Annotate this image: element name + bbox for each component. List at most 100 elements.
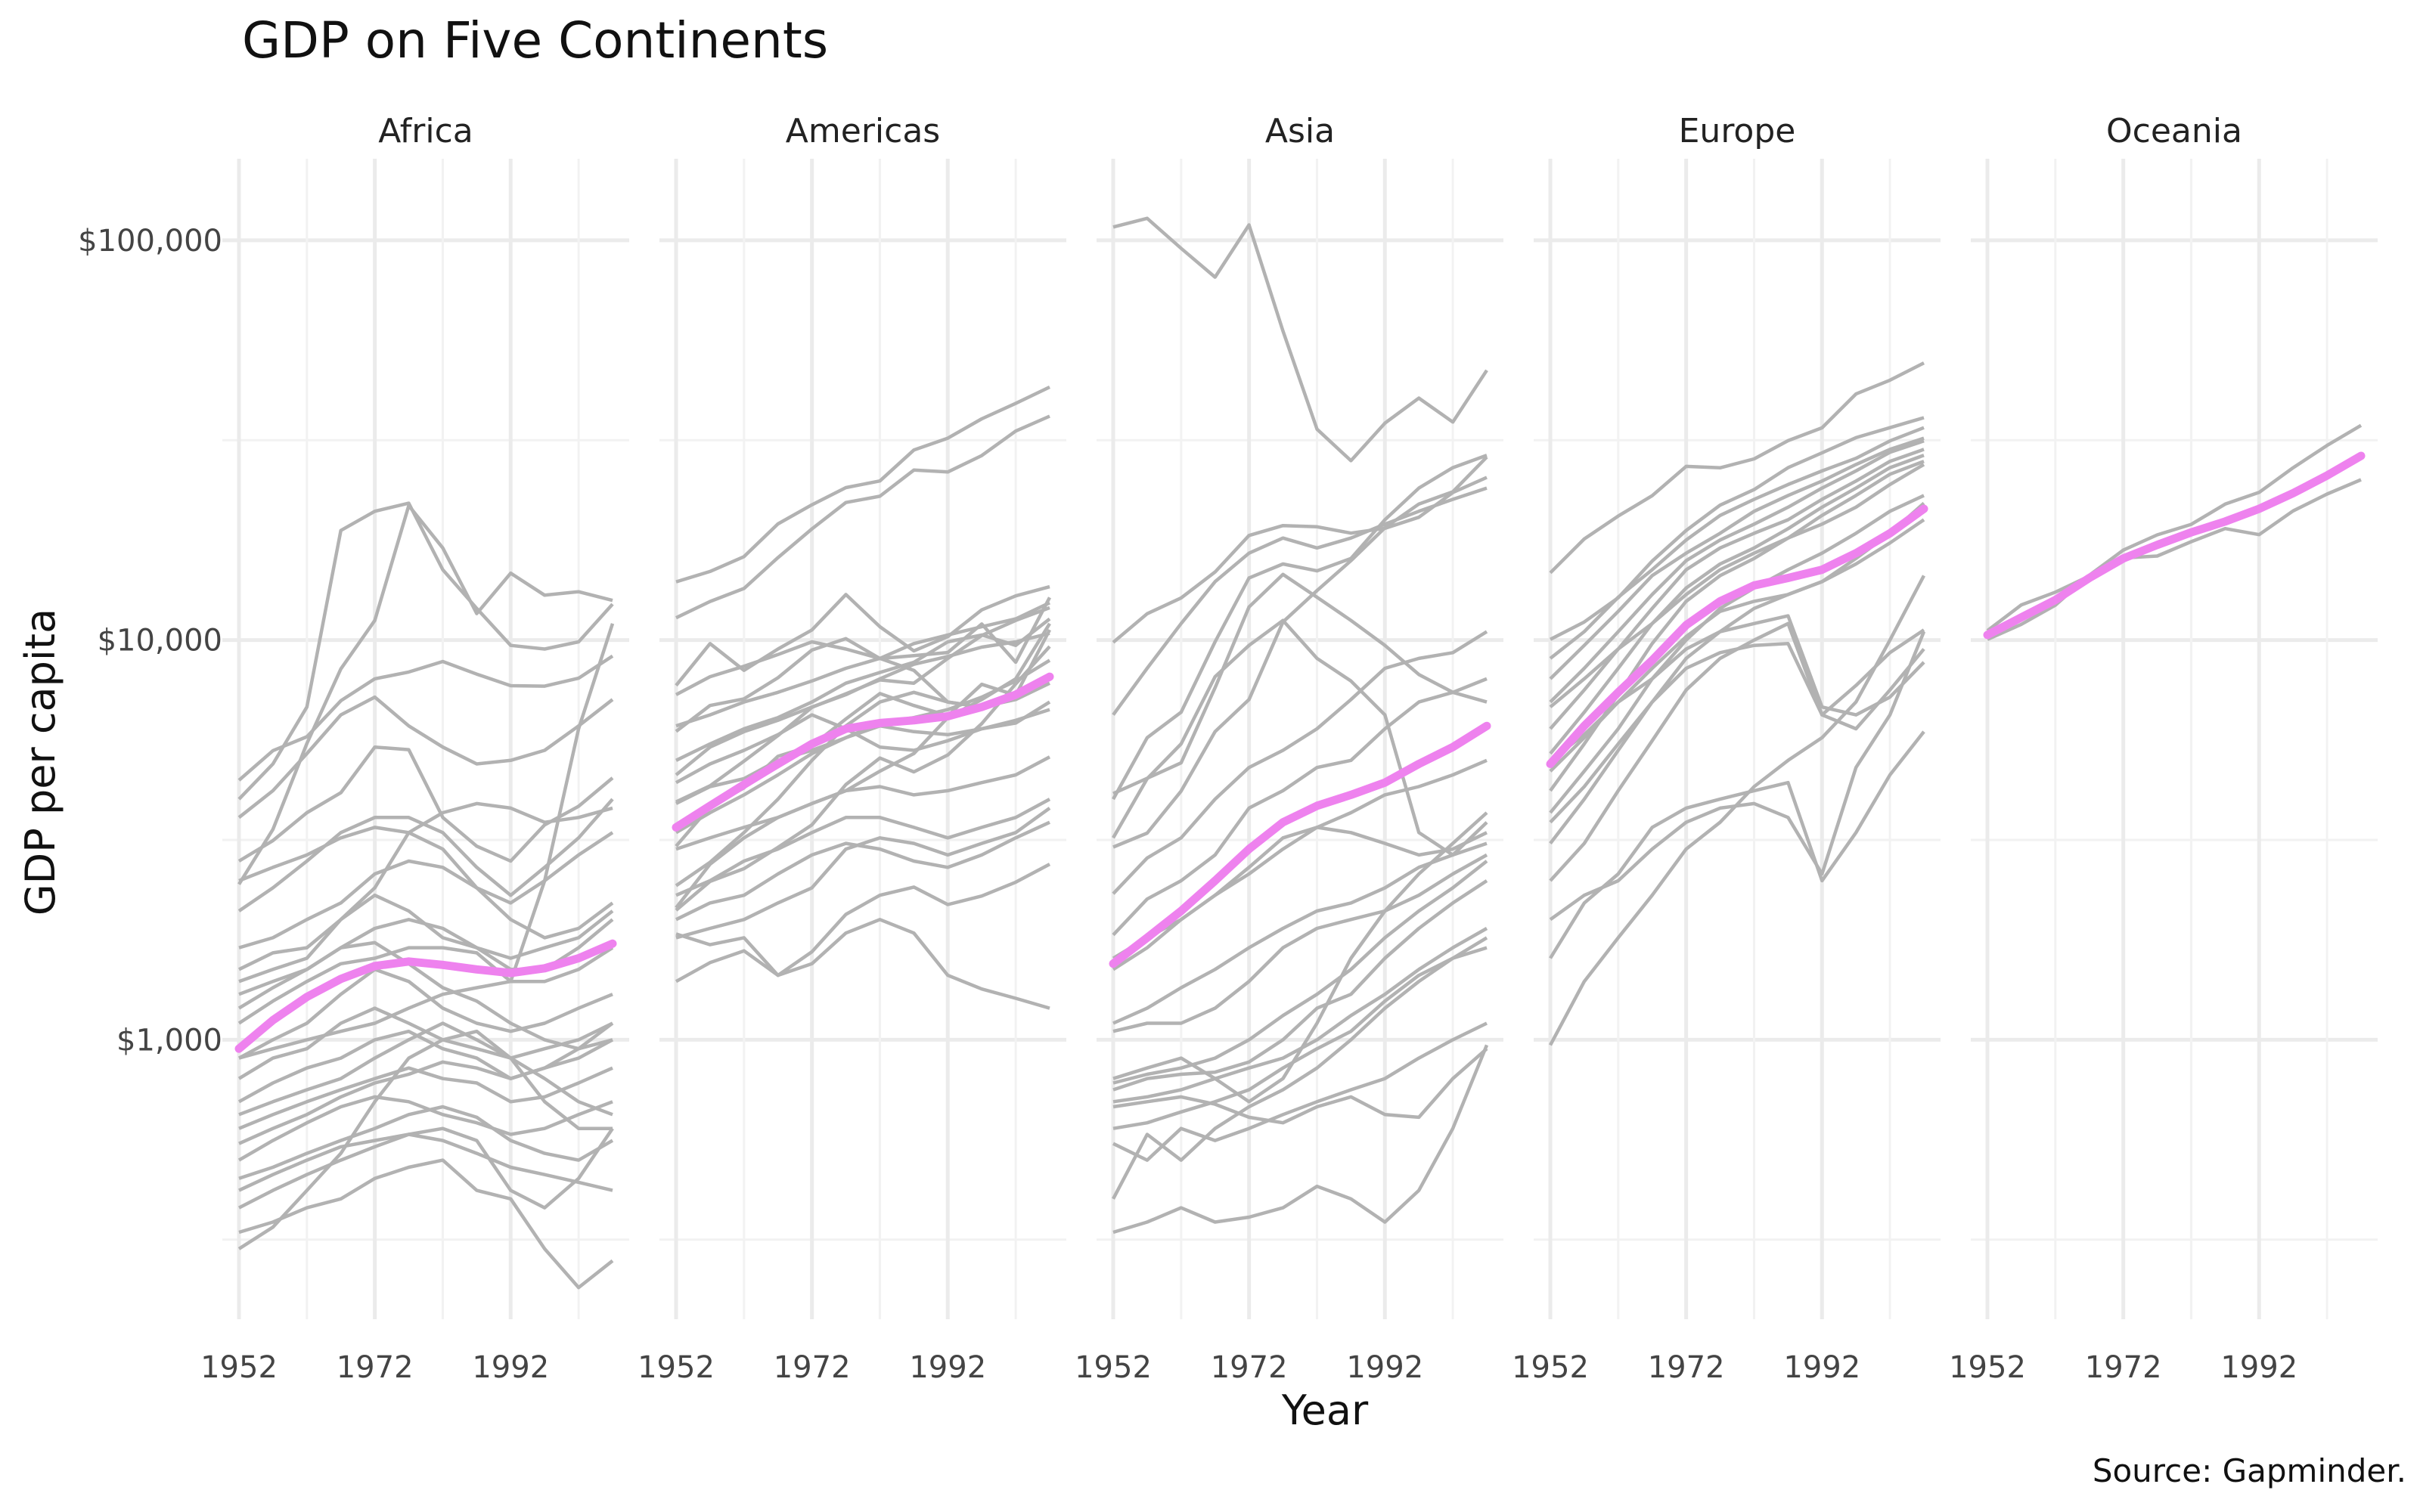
country-line [1112, 879, 1488, 1092]
x-tick-label: 1952 [1512, 1350, 1589, 1385]
country-line [1112, 1021, 1488, 1162]
country-line [237, 1095, 613, 1162]
country-line [238, 893, 614, 971]
chart-caption: Source: Gapminder. [2093, 1452, 2406, 1489]
country-line [1112, 853, 1488, 1033]
trend-line [1109, 721, 1491, 968]
country-line [1112, 826, 1488, 960]
country-line [238, 1132, 613, 1192]
x-tick-label: 1992 [2220, 1350, 2297, 1385]
country-line [675, 584, 1050, 687]
country-line [675, 755, 1051, 851]
country-line [238, 1158, 614, 1290]
country-line [238, 623, 615, 1060]
trend-line [1546, 504, 1928, 768]
country-line [1112, 216, 1488, 463]
country-line [237, 946, 614, 1025]
country-line [675, 617, 1051, 762]
x-tick-label: 1952 [1949, 1350, 2026, 1385]
x-tick-label: 1992 [1783, 1350, 1860, 1385]
country-line [238, 918, 614, 996]
panel-europe: Europe 1952 1972 1992 [1512, 112, 1941, 1385]
country-line [1549, 463, 1925, 708]
country-line [1112, 1047, 1488, 1125]
x-tick-label: 1972 [1211, 1350, 1288, 1385]
country-line [1112, 936, 1488, 1200]
country-line [1549, 454, 1925, 755]
country-line [238, 801, 613, 984]
country-line [675, 645, 1051, 912]
country-line [1987, 423, 2363, 641]
country-line [1986, 478, 2362, 632]
facet-strip-label: Americas [786, 112, 940, 150]
country-line [1549, 494, 1925, 814]
y-tick-label: $1,000 [116, 1023, 222, 1058]
facet-strip-label: Asia [1265, 112, 1335, 150]
y-tick-label: $10,000 [98, 624, 222, 658]
country-line [238, 1105, 614, 1180]
country-line [675, 622, 1051, 909]
x-axis-label: Year [1281, 1387, 1369, 1434]
y-tick-label: $100,000 [78, 224, 222, 259]
country-line [1549, 436, 1925, 680]
country-line [1112, 677, 1488, 937]
country-line [1549, 518, 1925, 844]
x-tick-label: 1992 [909, 1350, 986, 1385]
chart-title: GDP on Five Continents [242, 11, 828, 70]
x-tick-label: 1972 [1648, 1350, 1725, 1385]
country-line [675, 631, 1050, 776]
country-line [237, 654, 614, 782]
country-line [1549, 730, 1925, 959]
country-line [1112, 456, 1488, 849]
country-line [1549, 361, 1925, 575]
country-line [1112, 860, 1488, 1085]
country-line [675, 601, 1050, 728]
country-line [1549, 439, 1925, 704]
country-line [675, 640, 1050, 709]
country-line [675, 385, 1050, 584]
x-tick-label: 1992 [1346, 1350, 1423, 1385]
country-line [1112, 476, 1488, 644]
trend-line [234, 939, 617, 1053]
country-line [238, 826, 614, 940]
country-line [675, 863, 1051, 984]
country-line [1112, 572, 1488, 795]
country-line [237, 1029, 613, 1250]
x-tick-label: 1952 [638, 1350, 715, 1385]
x-tick-label: 1972 [774, 1350, 851, 1385]
country-line [1112, 618, 1488, 857]
country-line [675, 807, 1051, 940]
x-tick-label: 1952 [200, 1350, 278, 1385]
facet-strip-label: Oceania [2106, 112, 2242, 150]
country-line [237, 1126, 614, 1210]
panel-oceania: Oceania 1952 1972 1992 [1949, 112, 2378, 1385]
country-line [675, 918, 1050, 1010]
x-tick-label: 1952 [1075, 1350, 1152, 1385]
country-line [1549, 575, 1925, 1046]
y-axis: $1,000 $10,000 $100,000 [78, 224, 222, 1058]
country-line [238, 1021, 613, 1117]
country-line [238, 1066, 613, 1130]
panel-asia: Asia 1952 1972 1992 [1075, 112, 1503, 1385]
country-line [238, 1021, 614, 1145]
panel-americas: Americas 1952 1972 1992 [638, 112, 1066, 1385]
country-line [237, 798, 614, 912]
country-line [237, 695, 614, 820]
country-line [675, 798, 1051, 897]
country-line [1112, 841, 1488, 1025]
country-line [1549, 642, 1925, 824]
country-line [1112, 486, 1488, 716]
x-tick-label: 1972 [2085, 1350, 2162, 1385]
x-tick-label: 1972 [337, 1350, 414, 1385]
country-line [1112, 454, 1488, 801]
country-line [1112, 630, 1488, 895]
y-axis-label: GDP per capita [17, 609, 64, 916]
facet-strip-label: Europe [1679, 112, 1796, 150]
panel-africa: Africa 1952 1972 1992 [200, 112, 629, 1385]
country-line [237, 940, 613, 1051]
country-line [675, 658, 1051, 835]
country-line [675, 820, 1050, 922]
trend-line [672, 672, 1054, 832]
country-line [1112, 811, 1488, 1104]
